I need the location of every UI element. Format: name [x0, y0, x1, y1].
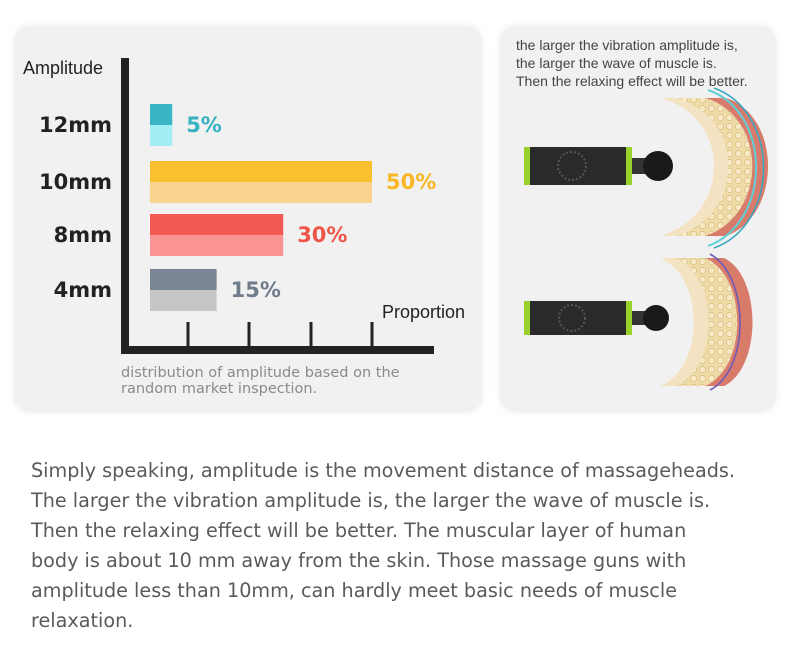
small-amplitude-panel — [524, 253, 753, 391]
muscle-layer — [705, 258, 753, 386]
description-line: Simply speaking, amplitude is the moveme… — [31, 459, 736, 482]
fat-layer — [675, 258, 738, 386]
value-label: 5% — [186, 113, 222, 137]
amplitude-bar-chart: Amplitude Proportion 12mm 5% 10mm 50% 8mm 30%… — [23, 58, 465, 397]
category-label: 8mm — [54, 223, 112, 247]
bar-top — [150, 104, 173, 125]
bar-top — [150, 214, 284, 235]
chart-caption-line: random market inspection. — [121, 381, 317, 397]
category-label: 10mm — [39, 170, 112, 194]
bar-bottom — [150, 235, 284, 256]
y-axis-label: Amplitude — [23, 58, 103, 78]
value-label: 30% — [297, 223, 347, 247]
description-line: The larger the vibration amplitude is, t… — [31, 489, 711, 512]
illustration-note: the larger the vibration amplitude is, t… — [516, 36, 778, 90]
bar-bottom — [150, 182, 372, 203]
wave-line — [707, 89, 757, 247]
massage-gun-body — [524, 301, 632, 335]
wave-line — [709, 253, 741, 391]
wave-line — [713, 87, 765, 249]
note-line: the larger the wave of muscle is. — [516, 55, 717, 71]
note-line: the larger the vibration amplitude is, — [516, 37, 738, 53]
bar-bottom — [150, 125, 173, 146]
x-axis-label: Proportion — [382, 302, 465, 322]
value-label: 15% — [231, 278, 281, 302]
massage-gun-accent — [626, 147, 632, 185]
category-label: 12mm — [39, 113, 112, 137]
massage-head — [643, 305, 669, 331]
massage-gun-body — [524, 147, 632, 185]
value-label: 50% — [386, 170, 436, 194]
massage-gun-neck — [632, 158, 646, 174]
massage-gun-dial — [557, 151, 587, 181]
bar-top — [150, 269, 217, 290]
large-amplitude-panel — [524, 87, 768, 249]
massage-gun-accent — [524, 301, 530, 335]
bar-bottom — [150, 290, 217, 311]
description-line: body is about 10 mm away from the skin. … — [31, 549, 687, 572]
skin-layer — [660, 98, 729, 236]
description-line: amplitude less than 10mm, can hardly mee… — [31, 579, 677, 602]
description-line: relaxation. — [31, 609, 134, 632]
massage-gun-accent — [626, 301, 632, 335]
massage-gun-neck — [632, 311, 646, 325]
description-paragraph: Simply speaking, amplitude is the moveme… — [31, 456, 771, 636]
category-label: 4mm — [54, 278, 112, 302]
description-line: Then the relaxing effect will be better.… — [31, 519, 687, 542]
massage-gun-illustration — [524, 87, 768, 391]
chart-caption-line: distribution of amplitude based on the — [121, 365, 400, 381]
massage-gun-accent — [524, 147, 530, 185]
skin-layer — [660, 258, 709, 386]
massage-gun-dial — [558, 304, 586, 332]
chart-card: Amplitude Proportion 12mm 5% 10mm 50% 8mm 30%… — [14, 26, 482, 412]
note-line: Then the relaxing effect will be better. — [516, 73, 748, 89]
muscle-layer — [705, 98, 768, 236]
massage-head — [643, 151, 673, 181]
bar-top — [150, 161, 372, 182]
fat-layer — [675, 98, 753, 236]
